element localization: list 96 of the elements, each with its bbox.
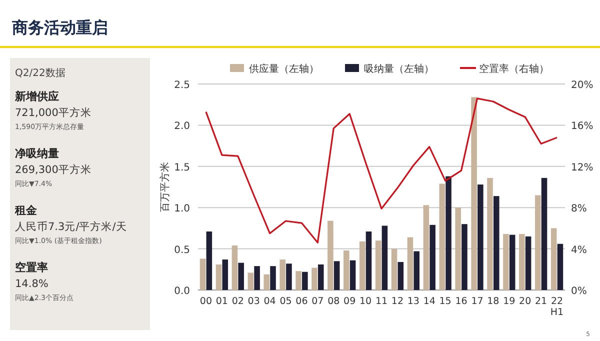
bar	[541, 178, 548, 290]
bar	[254, 266, 260, 290]
x-tick-label: 12	[391, 296, 404, 307]
x-tick-label: 00	[200, 296, 212, 307]
bar	[334, 261, 340, 290]
bar	[366, 231, 372, 290]
bar	[398, 262, 404, 290]
bar	[534, 195, 541, 290]
text: Q2/22数据	[15, 67, 66, 79]
bar	[407, 237, 414, 290]
x-tick-label: 13	[407, 296, 420, 307]
y2-tick-label: 16%	[571, 121, 594, 132]
bar	[270, 266, 276, 290]
text: 721,000平方米	[15, 106, 92, 119]
bar	[238, 262, 244, 290]
bar	[232, 246, 238, 290]
y-tick-label: 1.0	[174, 204, 190, 215]
bar	[350, 260, 356, 290]
x-tick-label: 09	[344, 296, 356, 307]
x-tick-label: 02	[232, 296, 244, 307]
bar	[525, 236, 532, 290]
bar	[439, 184, 446, 290]
y-axis-title: 百万平方米	[159, 162, 171, 212]
bar	[478, 184, 484, 290]
bar	[430, 224, 436, 290]
x-tick-label: 15	[439, 296, 452, 307]
x-tick-label: 16	[455, 296, 468, 307]
x-tick-label: 14	[423, 296, 436, 307]
x-tick-label: 17	[471, 296, 484, 307]
text: 14.8%	[15, 278, 48, 290]
bar	[344, 250, 350, 290]
bar	[550, 228, 557, 290]
bar	[206, 231, 212, 290]
text: 新增供应	[14, 90, 59, 103]
legend-label: 空置率（右轴）	[479, 63, 549, 75]
bar	[414, 251, 420, 290]
bar	[312, 268, 318, 290]
bar	[280, 260, 286, 290]
x-tick-label: 03	[248, 296, 260, 307]
y2-tick-label: 20%	[571, 80, 594, 91]
x-tick-label: 01	[216, 296, 228, 307]
bar	[391, 248, 398, 290]
bar	[423, 205, 430, 290]
y-tick-label: 0.5	[174, 244, 190, 256]
bar	[328, 220, 334, 290]
bar	[503, 234, 509, 290]
bar	[462, 224, 468, 290]
bar	[382, 226, 388, 290]
text: 人民币7.3元/平方米/天	[15, 220, 127, 233]
x-tick-label: 19	[503, 296, 516, 307]
bar	[446, 176, 452, 290]
x-tick-label: 11	[375, 296, 388, 307]
bar	[493, 196, 500, 290]
legend-label: 供应量（左轴）	[249, 63, 319, 75]
y2-tick-label: 8%	[571, 204, 587, 215]
x-tick-label: 22 H1	[550, 296, 564, 318]
x-tick-label: 05	[280, 296, 292, 307]
x-tick-label: 08	[328, 296, 340, 307]
y-tick-label: 2.5	[174, 80, 190, 91]
bar	[264, 274, 270, 290]
bar	[557, 244, 564, 290]
bar	[216, 264, 222, 290]
bar	[487, 178, 493, 290]
bar	[519, 234, 525, 290]
line-series	[205, 98, 558, 244]
y2-tick-label: 0%	[571, 286, 587, 297]
bar	[200, 258, 206, 290]
bar	[222, 260, 228, 290]
x-tick-label: 07	[312, 296, 324, 307]
bar	[318, 264, 324, 290]
legend-label: 吸纳量（左轴）	[364, 63, 434, 75]
bar	[455, 208, 461, 290]
y-tick-label: 0.0	[174, 286, 190, 297]
text: 269,300平方米	[15, 163, 92, 176]
x-tick-label: 20	[519, 296, 532, 307]
bar	[248, 272, 254, 290]
bar	[296, 271, 302, 290]
y2-tick-label: 12%	[571, 162, 594, 174]
bar	[359, 241, 366, 290]
x-tick-label: 04	[264, 296, 276, 307]
text: 净吸纳量	[15, 147, 59, 160]
text: 空置率	[15, 261, 48, 274]
bar	[471, 97, 477, 290]
x-tick-label: 10	[359, 296, 372, 307]
y-tick-label: 1.5	[174, 162, 190, 174]
y-tick-label: 2.0	[174, 121, 190, 132]
bar	[286, 264, 292, 290]
x-tick-label: 21	[535, 296, 548, 307]
x-tick-label: 06	[296, 296, 308, 307]
text: 商务活动重启	[11, 18, 108, 37]
y2-tick-label: 4%	[571, 244, 587, 256]
bar	[509, 234, 516, 290]
x-tick-label: 18	[487, 296, 500, 307]
text: 租金	[14, 204, 38, 217]
bar	[375, 240, 382, 290]
bar	[302, 272, 308, 290]
